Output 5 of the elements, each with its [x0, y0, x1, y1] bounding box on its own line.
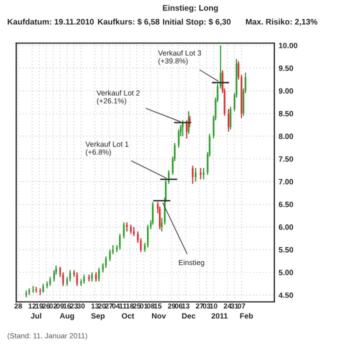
- text: Einstieg: Long: [162, 4, 218, 12]
- text: Kaufkurs: $ 6,58: [98, 18, 160, 26]
- text: Initial Stop: $ 6,30: [162, 18, 231, 26]
- text: Max. Risiko: 2,13%: [246, 18, 318, 26]
- text: Kaufdatum: 19.11.2010: [8, 18, 94, 25]
